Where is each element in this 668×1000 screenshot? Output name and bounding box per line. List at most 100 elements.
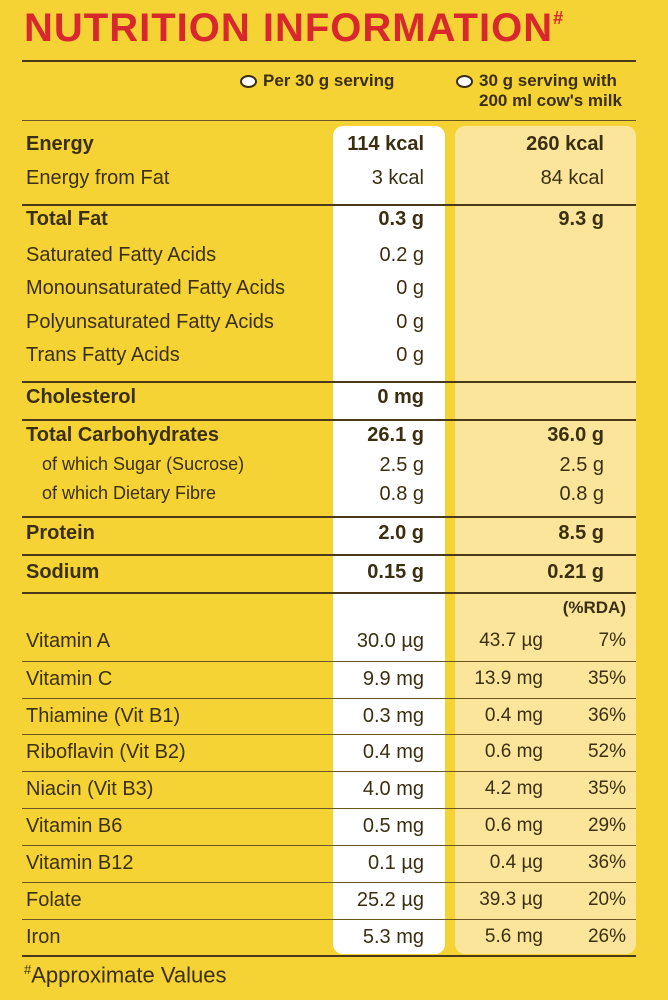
with-milk-value: 43.7 µg xyxy=(479,630,543,651)
rda-percent: 7% xyxy=(598,630,626,651)
per-serving-value: 2.5 g xyxy=(379,454,424,476)
per-serving-value: 0 mg xyxy=(377,386,424,408)
column-background-per-serving xyxy=(333,126,445,954)
per-serving-value: 0.1 µg xyxy=(367,852,424,874)
per-serving-value: 114 kcal xyxy=(347,133,424,155)
nutrient-label: Vitamin B6 xyxy=(26,815,123,837)
divider xyxy=(22,734,636,735)
divider xyxy=(22,592,636,594)
circle-bullet-icon xyxy=(240,75,257,88)
circle-bullet-icon xyxy=(456,75,473,88)
rda-percent: 26% xyxy=(587,926,626,947)
rda-percent: 20% xyxy=(587,889,626,910)
with-milk-value: 36.0 g xyxy=(547,424,604,446)
title-text: NUTRITION INFORMATION xyxy=(24,6,554,50)
rda-header: (%RDA) xyxy=(562,598,626,617)
per-serving-value: 0.3 mg xyxy=(362,705,424,727)
nutrient-label: Monounsaturated Fatty Acids xyxy=(26,277,286,299)
divider xyxy=(22,516,636,518)
divider xyxy=(22,120,636,121)
rda-percent: 36% xyxy=(587,852,626,873)
with-milk-value: 0.6 mg xyxy=(484,815,543,836)
column-label: Per 30 g serving xyxy=(263,71,395,90)
with-milk-value: 39.3 µg xyxy=(479,889,543,910)
per-serving-value: 0 g xyxy=(396,344,424,366)
nutrient-label: Sodium xyxy=(26,561,100,583)
per-serving-value: 9.9 mg xyxy=(362,668,424,690)
divider xyxy=(22,771,636,772)
rda-percent: 36% xyxy=(587,705,626,726)
per-serving-value: 0.8 g xyxy=(379,483,424,505)
column-header-with-milk: 30 g serving with 200 ml cow's milk xyxy=(456,71,622,111)
rda-percent: 52% xyxy=(587,741,626,762)
column-label: 30 g serving with 200 ml cow's milk xyxy=(479,71,622,110)
with-milk-value: 5.6 mg xyxy=(484,926,543,947)
nutrient-label: Saturated Fatty Acids xyxy=(26,244,217,266)
nutrient-label: Folate xyxy=(26,889,82,911)
nutrient-label: Iron xyxy=(26,926,61,948)
divider xyxy=(22,919,636,920)
with-milk-value: 260 kcal xyxy=(526,133,604,155)
divider xyxy=(22,698,636,699)
nutrient-label: Total Fat xyxy=(26,208,108,230)
with-milk-value: 9.3 g xyxy=(558,208,604,230)
with-milk-value: 84 kcal xyxy=(540,167,604,189)
nutrient-label: Vitamin B12 xyxy=(26,852,134,874)
nutrient-label: Trans Fatty Acids xyxy=(26,344,180,366)
per-serving-value: 26.1 g xyxy=(367,424,424,446)
nutrient-label: Thiamine (Vit B1) xyxy=(26,705,181,727)
rda-percent: 35% xyxy=(587,668,626,689)
per-serving-value: 2.0 g xyxy=(378,522,424,544)
with-milk-value: 13.9 mg xyxy=(474,668,543,689)
divider xyxy=(22,204,636,206)
divider xyxy=(22,882,636,883)
per-serving-value: 3 kcal xyxy=(371,167,424,189)
nutrient-label: of which Dietary Fibre xyxy=(42,483,217,503)
footnote: #Approximate Values xyxy=(24,962,227,988)
nutrient-label: Protein xyxy=(26,522,95,544)
with-milk-value: 0.6 mg xyxy=(484,741,543,762)
nutrient-label: Vitamin C xyxy=(26,668,113,690)
column-background-with-milk xyxy=(455,126,636,954)
nutrient-label: Polyunsaturated Fatty Acids xyxy=(26,311,274,333)
with-milk-value: 8.5 g xyxy=(558,522,604,544)
nutrient-label: Total Carbohydrates xyxy=(26,424,219,446)
page-title: NUTRITION INFORMATION# xyxy=(24,6,664,51)
divider xyxy=(22,955,636,957)
per-serving-value: 0.4 mg xyxy=(362,741,424,763)
per-serving-value: 0.15 g xyxy=(367,561,424,583)
per-serving-value: 30.0 µg xyxy=(356,630,424,652)
nutrient-label: Riboflavin (Vit B2) xyxy=(26,741,186,763)
nutrient-label: Vitamin A xyxy=(26,630,111,652)
per-serving-value: 0.5 mg xyxy=(362,815,424,837)
with-milk-value: 2.5 g xyxy=(559,454,604,476)
divider xyxy=(22,381,636,383)
nutrient-label: of which Sugar (Sucrose) xyxy=(42,454,245,474)
rda-percent: 35% xyxy=(587,778,626,799)
nutrient-label: Cholesterol xyxy=(26,386,137,408)
nutrient-label: Energy from Fat xyxy=(26,167,170,189)
with-milk-value: 0.8 g xyxy=(559,483,604,505)
per-serving-value: 0.3 g xyxy=(378,208,424,230)
per-serving-value: 0 g xyxy=(396,277,424,299)
with-milk-value: 0.4 µg xyxy=(489,852,543,873)
per-serving-value: 0 g xyxy=(396,311,424,333)
divider xyxy=(22,554,636,556)
divider xyxy=(22,845,636,846)
divider xyxy=(22,661,636,662)
per-serving-value: 25.2 µg xyxy=(356,889,424,911)
nutrient-label: Energy xyxy=(26,133,94,155)
divider xyxy=(22,60,636,62)
divider xyxy=(22,419,636,421)
with-milk-value: 0.21 g xyxy=(547,561,604,583)
divider xyxy=(22,808,636,809)
nutrient-label: Niacin (Vit B3) xyxy=(26,778,154,800)
column-header-per-serving: Per 30 g serving xyxy=(240,71,394,91)
with-milk-value: 4.2 mg xyxy=(484,778,543,799)
per-serving-value: 0.2 g xyxy=(379,244,424,266)
with-milk-value: 0.4 mg xyxy=(484,705,543,726)
rda-percent: 29% xyxy=(587,815,626,836)
per-serving-value: 5.3 mg xyxy=(362,926,424,948)
title-footnote-mark: # xyxy=(553,8,565,28)
